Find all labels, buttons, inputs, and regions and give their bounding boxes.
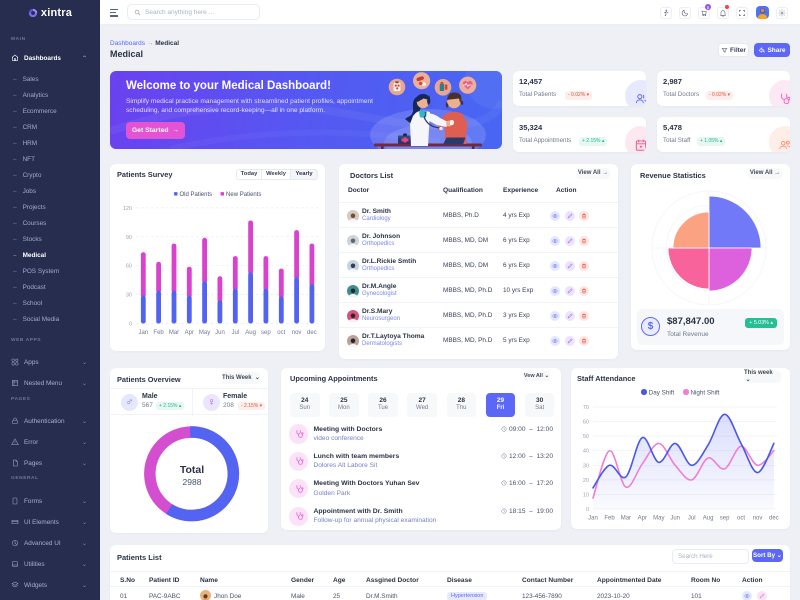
svg-text:Mar: Mar (169, 330, 179, 336)
svg-text:Apr: Apr (638, 516, 647, 522)
svg-text:Jan: Jan (588, 516, 598, 522)
svg-text:30: 30 (583, 463, 589, 469)
svg-text:dec: dec (769, 516, 779, 522)
svg-text:Feb: Feb (604, 516, 615, 522)
svg-text:May: May (653, 516, 664, 522)
svg-text:50: 50 (583, 434, 589, 440)
svg-text:60: 60 (583, 420, 589, 426)
svg-text:Jul: Jul (231, 330, 239, 336)
svg-text:oct: oct (277, 330, 285, 336)
svg-text:sep: sep (261, 330, 271, 336)
svg-text:sep: sep (720, 516, 730, 522)
svg-text:Mar: Mar (621, 516, 631, 522)
svg-text:Apr: Apr (185, 330, 194, 336)
svg-text:nov: nov (753, 516, 763, 522)
svg-text:Aug: Aug (245, 330, 256, 336)
svg-text:Jun: Jun (215, 330, 225, 336)
svg-text:70: 70 (583, 405, 589, 411)
svg-text:30: 30 (126, 293, 132, 299)
svg-text:0: 0 (129, 322, 132, 328)
svg-text:May: May (199, 330, 210, 336)
svg-text:nov: nov (292, 330, 302, 336)
svg-text:Jan: Jan (138, 330, 148, 336)
svg-text:20: 20 (583, 478, 589, 484)
svg-text:40: 40 (583, 449, 589, 455)
svg-text:0: 0 (586, 507, 589, 513)
svg-text:oct: oct (737, 516, 745, 522)
svg-text:dec: dec (307, 330, 317, 336)
svg-text:10: 10 (583, 492, 589, 498)
svg-text:Jun: Jun (670, 516, 680, 522)
svg-text:Jul: Jul (688, 516, 696, 522)
svg-text:Aug: Aug (703, 516, 714, 522)
svg-text:90: 90 (126, 235, 132, 241)
svg-text:60: 60 (126, 264, 132, 270)
svg-text:120: 120 (123, 206, 132, 212)
svg-text:Feb: Feb (153, 330, 164, 336)
